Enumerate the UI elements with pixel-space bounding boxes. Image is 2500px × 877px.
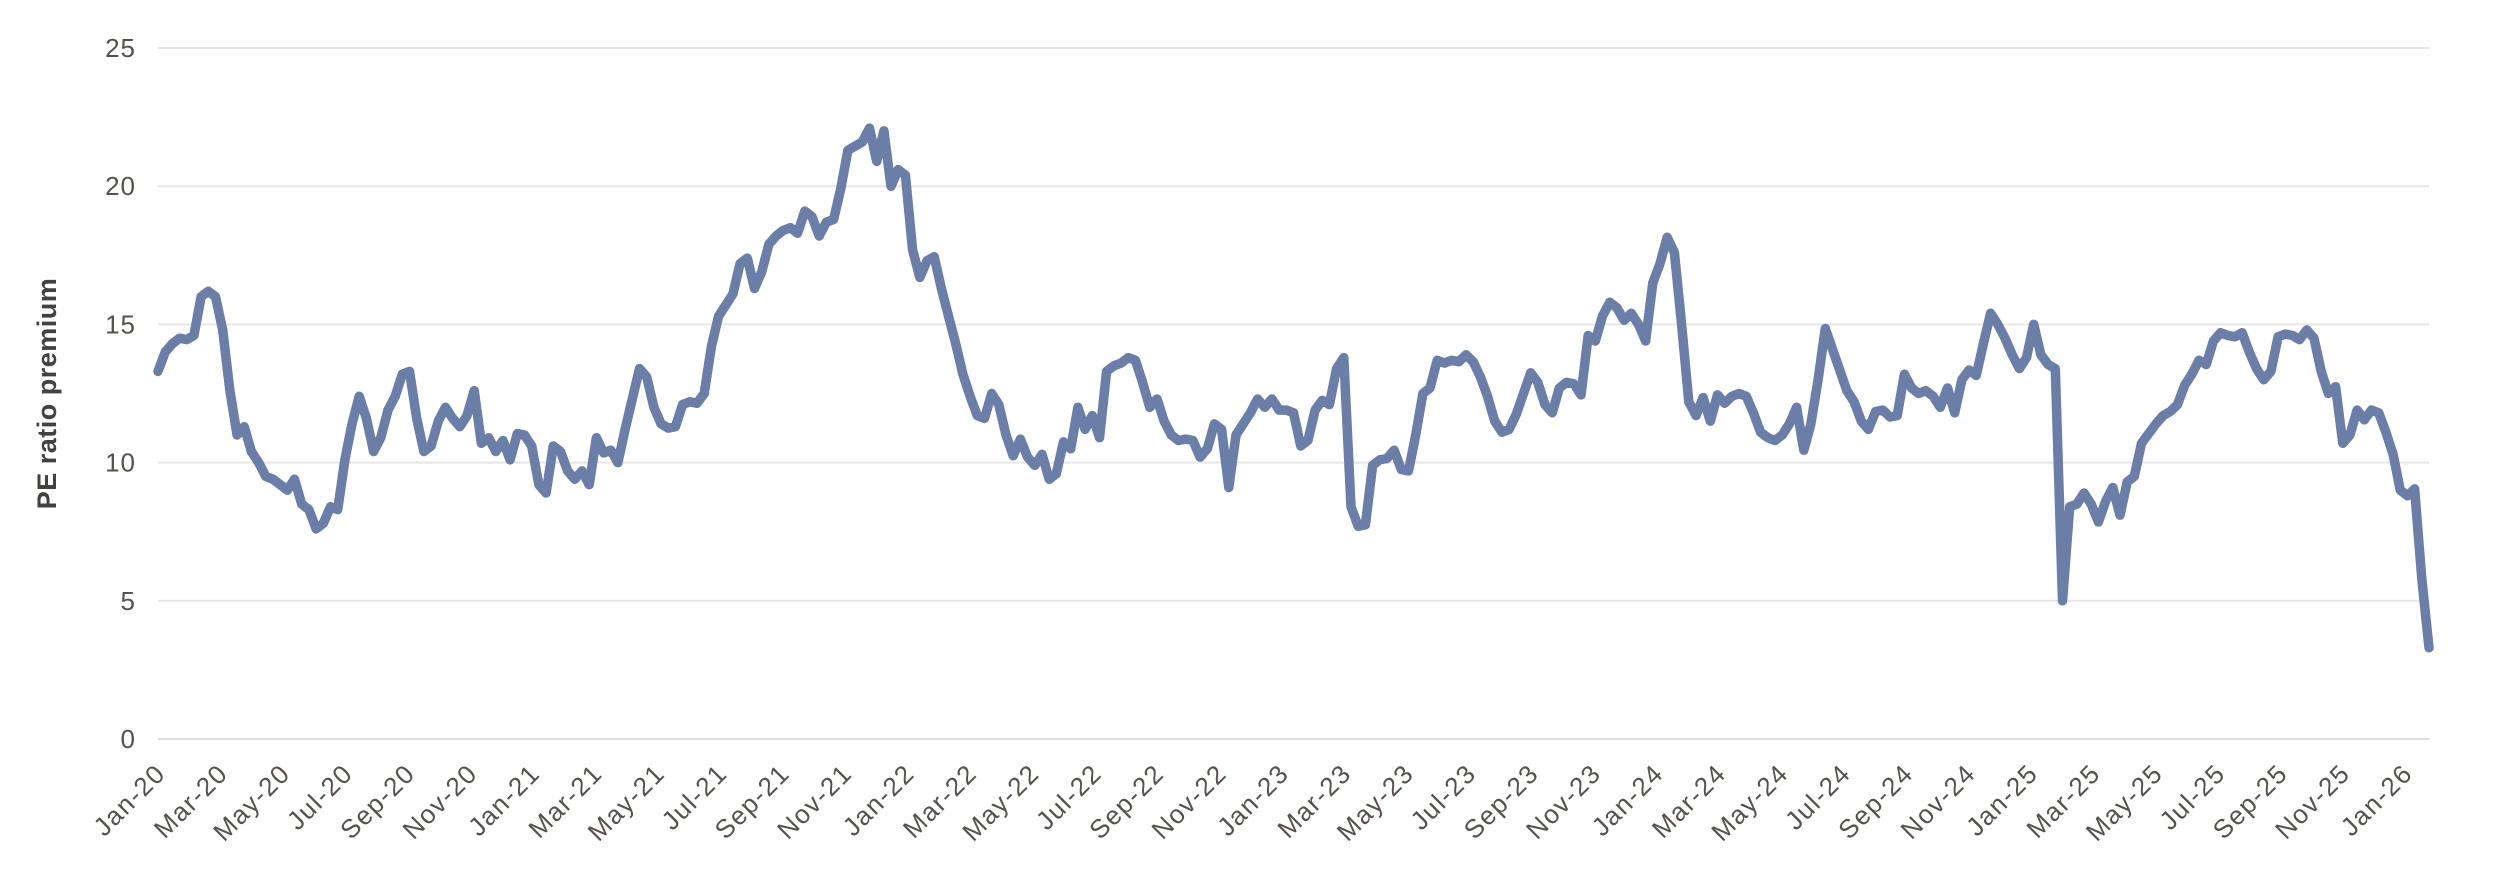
y-axis-title: PE ratio premium (32, 278, 62, 510)
gridlines (158, 47, 2429, 740)
y-tick-label: 15 (105, 309, 136, 339)
y-tick-label: 5 (121, 586, 136, 616)
y-axis-tick-labels: 0 5 10 15 20 25 (105, 33, 136, 754)
y-tick-label: 25 (105, 33, 136, 63)
y-tick-label: 0 (121, 724, 136, 754)
plot-area[interactable] (153, 123, 2434, 653)
y-tick-label: 10 (105, 448, 136, 478)
y-tick-label: 20 (105, 171, 136, 201)
pe-ratio-premium-line-series[interactable] (153, 123, 2434, 653)
x-axis-tick-labels: Jan-20Mar-20May-20Jul-20Sep-20Nov-20Jan-… (87, 758, 2418, 847)
